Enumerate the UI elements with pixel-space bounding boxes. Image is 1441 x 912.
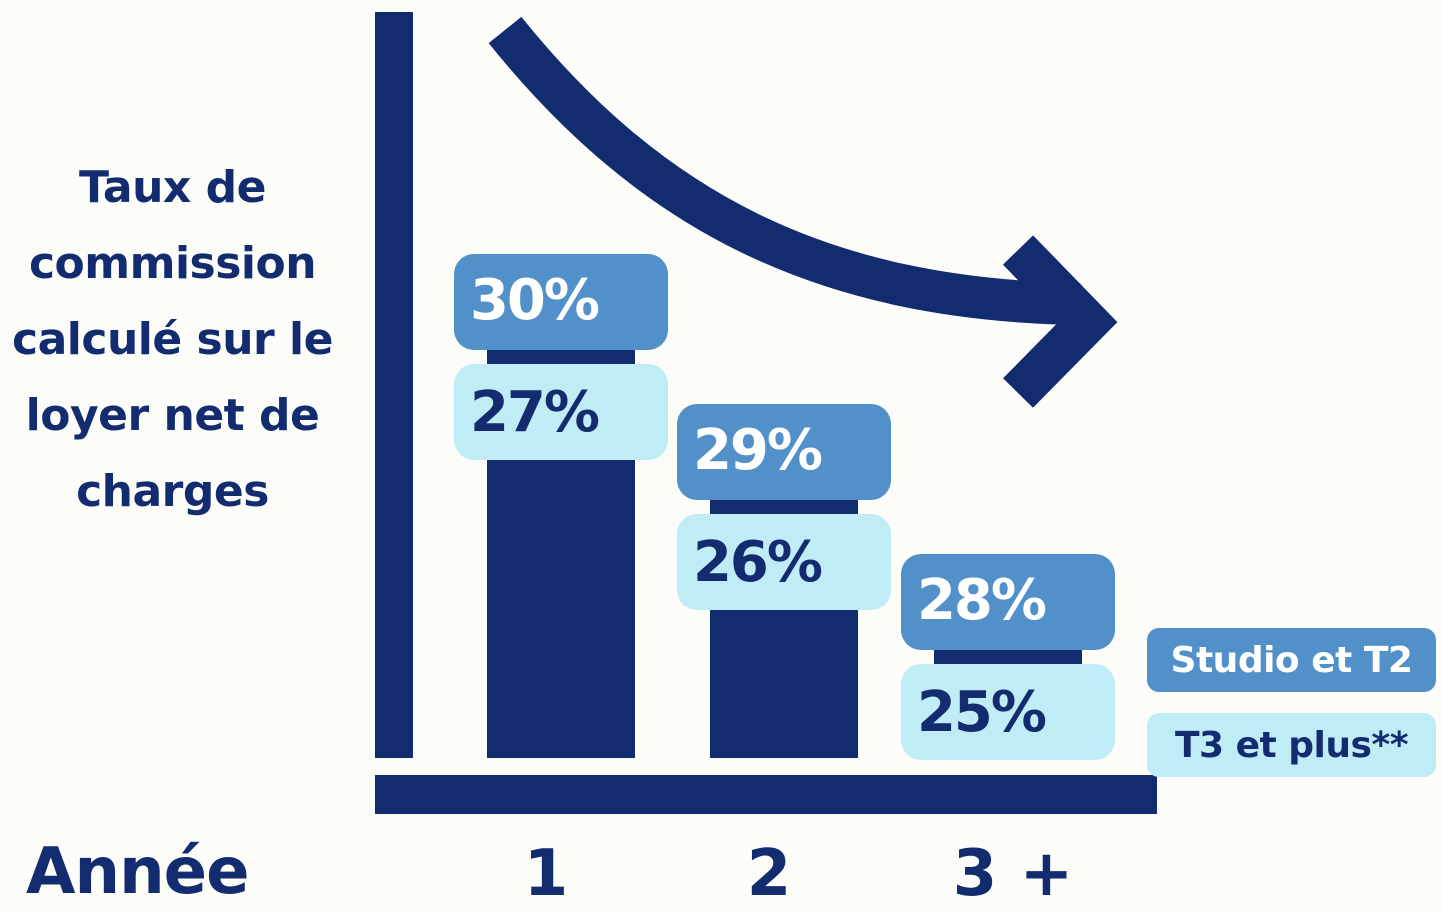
bar-year-1 [487,294,635,758]
y-axis-line [375,12,413,758]
trend-arrow-icon [488,16,1118,408]
t3-rate-label: 25% [917,680,1046,745]
t3-rate-badge [677,514,891,610]
x-tick-label: 3 + [953,837,1073,902]
t3-rate-badge [454,364,668,460]
x-tick-label: 2 [747,837,792,902]
legend-item: T3 et plus** [1147,713,1436,777]
t3-rate-badge [901,664,1115,760]
x-tick-label: 1 [524,837,569,902]
x-axis-title: Année [26,835,249,909]
x-axis-line [375,775,1157,814]
studio-rate-badge [901,554,1115,650]
studio-rate-badge [454,254,668,350]
studio-rate-label: 28% [917,568,1046,633]
legend-item: Studio et T2 [1147,628,1436,692]
y-axis-title: Taux de commission calculé sur le loyer … [12,162,333,517]
studio-rate-label: 29% [693,418,822,483]
t3-rate-label: 26% [693,530,822,595]
studio-rate-badge [677,404,891,500]
t3-rate-label: 27% [470,380,599,445]
studio-rate-label: 30% [470,268,599,333]
